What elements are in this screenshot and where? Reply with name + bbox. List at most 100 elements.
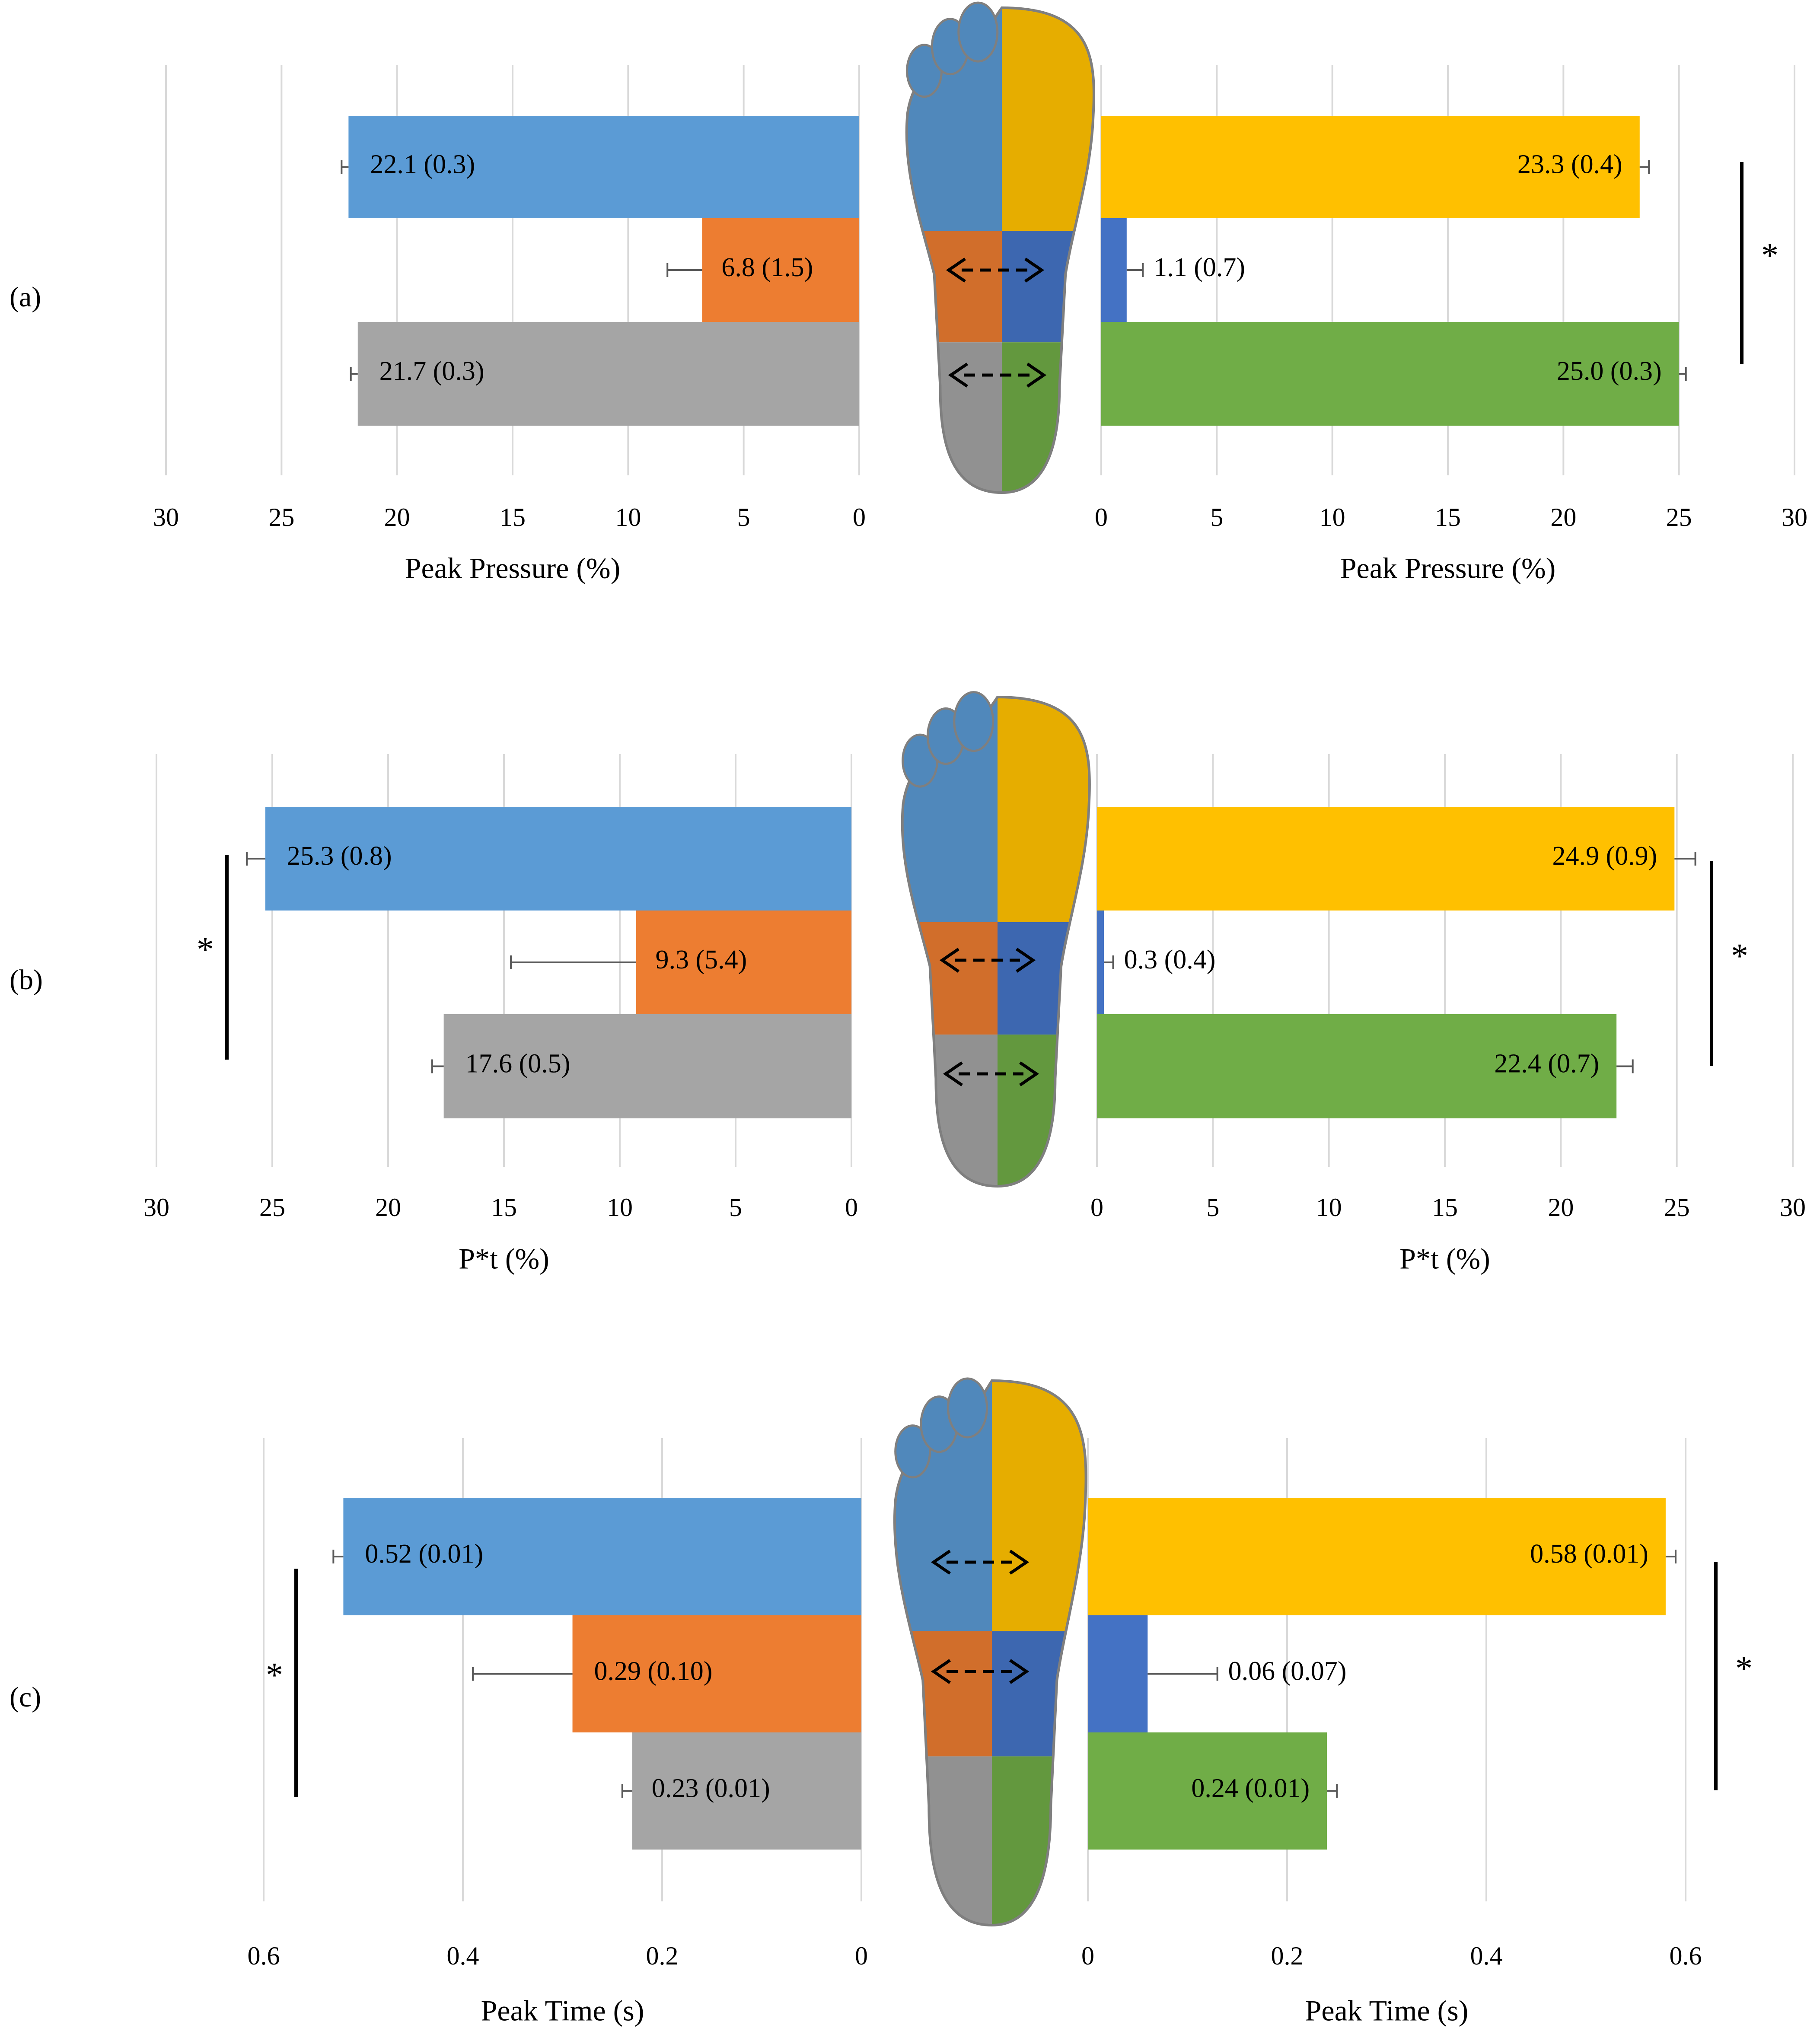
arrow-head-left — [948, 363, 968, 388]
tick-label-a-left-2: 10 — [615, 503, 641, 532]
arrow-head-right — [1019, 1061, 1039, 1086]
tick-label-b-right-0: 0 — [1090, 1193, 1103, 1222]
data-label-c-right-2: 0.24 (0.01) — [1191, 1774, 1310, 1803]
tick-label-a-right-6: 30 — [1782, 503, 1807, 532]
bar-a-left-1 — [702, 218, 859, 322]
bar-b-right-0 — [1097, 807, 1675, 911]
bar-a-right-1 — [1101, 218, 1127, 322]
tick-label-c-left-2: 0.4 — [447, 1942, 479, 1970]
axis-label-a-right: Peak Pressure (%) — [1340, 552, 1556, 585]
bar-b-left-0 — [265, 807, 852, 911]
data-label-b-right-1: 0.3 (0.4) — [1124, 945, 1216, 974]
data-label-a-right-1: 1.1 (0.7) — [1154, 253, 1245, 282]
tick-label-a-left-0: 0 — [853, 503, 866, 532]
tick-label-a-left-4: 20 — [384, 503, 410, 532]
tick-label-b-right-1: 5 — [1206, 1193, 1219, 1222]
error-bar-a-left-1 — [666, 263, 702, 277]
data-label-c-left-1: 0.29 (0.10) — [594, 1657, 713, 1686]
significance-star-a-right: * — [1761, 236, 1779, 274]
arrow-head-right — [1024, 258, 1045, 283]
foot-toe-0 — [894, 1424, 931, 1479]
error-bar-b-right-0 — [1674, 852, 1696, 866]
data-label-c-left-2: 0.23 (0.01) — [652, 1774, 770, 1803]
data-label-a-left-2: 21.7 (0.3) — [379, 357, 484, 386]
error-bar-c-left-1 — [472, 1667, 573, 1681]
data-label-b-left-1: 9.3 (5.4) — [656, 945, 747, 974]
tick-label-b-left-6: 30 — [143, 1193, 169, 1222]
foot-forefoot-lateral — [998, 697, 1090, 922]
foot-outline — [901, 695, 1091, 1188]
data-label-a-right-0: 23.3 (0.4) — [1517, 150, 1622, 179]
error-bar-c-right-1 — [1147, 1667, 1218, 1681]
data-label-b-left-0: 25.3 (0.8) — [287, 841, 392, 871]
bar-a-left-2 — [357, 322, 859, 426]
foot-toe-2 — [953, 691, 994, 752]
data-label-b-right-2: 22.4 (0.7) — [1494, 1049, 1599, 1079]
bar-b-left-1 — [636, 911, 851, 1014]
data-label-b-right-0: 24.9 (0.9) — [1552, 841, 1657, 871]
arrow-head-right — [1016, 948, 1036, 973]
bar-c-right-0 — [1088, 1498, 1666, 1615]
tick-label-a-left-1: 5 — [737, 503, 750, 532]
bar-c-left-0 — [343, 1498, 861, 1615]
error-bar-a-left-0 — [341, 160, 349, 174]
tick-label-c-left-0: 0 — [855, 1942, 868, 1970]
arrow-head-right — [1009, 1550, 1030, 1575]
tick-label-b-left-5: 25 — [259, 1193, 285, 1222]
data-label-b-left-2: 17.6 (0.5) — [465, 1049, 571, 1079]
foot-outline — [905, 6, 1095, 494]
tick-label-c-right-2: 0.4 — [1470, 1942, 1503, 1970]
arrow-head-right — [1009, 1659, 1030, 1684]
tick-label-b-right-5: 25 — [1664, 1193, 1690, 1222]
error-bar-b-right-2 — [1616, 1059, 1634, 1073]
tick-label-b-left-4: 20 — [375, 1193, 401, 1222]
bar-c-left-1 — [572, 1615, 861, 1732]
tick-label-b-left-1: 5 — [729, 1193, 742, 1222]
axis-label-b-right: P*t (%) — [1399, 1242, 1490, 1275]
bar-a-right-0 — [1101, 116, 1640, 218]
error-bar-a-right-2 — [1679, 367, 1687, 381]
data-label-c-right-1: 0.06 (0.07) — [1228, 1657, 1347, 1686]
foot-toe-2 — [947, 1377, 988, 1439]
bar-b-right-1 — [1097, 911, 1104, 1014]
bar-c-right-2 — [1088, 1732, 1327, 1850]
data-label-c-left-0: 0.52 (0.01) — [365, 1539, 483, 1569]
tick-label-b-right-6: 30 — [1780, 1193, 1806, 1222]
error-bar-c-left-2 — [621, 1784, 632, 1798]
error-bar-c-left-0 — [332, 1550, 344, 1563]
axis-label-b-left: P*t (%) — [459, 1242, 549, 1275]
comparison-arrow-icon-c-0 — [931, 1550, 1030, 1575]
significance-star-b-left: * — [197, 930, 214, 968]
tick-label-b-right-3: 15 — [1432, 1193, 1458, 1222]
tick-label-a-right-0: 0 — [1095, 503, 1108, 532]
axis-label-a-left: Peak Pressure (%) — [405, 552, 621, 585]
error-bar-a-left-2 — [350, 367, 358, 381]
error-bar-c-right-2 — [1327, 1784, 1338, 1798]
tick-label-b-right-4: 20 — [1548, 1193, 1574, 1222]
panel-label-c: (c) — [10, 1681, 41, 1713]
tick-label-a-left-6: 30 — [153, 503, 179, 532]
arrow-head-left — [931, 1659, 951, 1684]
bar-b-right-2 — [1097, 1014, 1617, 1118]
tick-label-a-right-5: 25 — [1666, 503, 1692, 532]
significance-star-c-left: * — [266, 1656, 283, 1694]
comparison-arrow-icon-a-0 — [946, 258, 1045, 283]
tick-label-c-right-0: 0 — [1081, 1942, 1094, 1970]
arrow-head-right — [1026, 363, 1047, 388]
foot-forefoot-lateral — [1002, 8, 1094, 231]
tick-label-a-right-4: 20 — [1550, 503, 1576, 532]
error-bar-b-left-1 — [510, 955, 636, 969]
error-bar-b-right-1 — [1104, 955, 1114, 969]
foot-outline — [893, 1379, 1087, 1927]
comparison-arrow-icon-b-1 — [943, 1061, 1039, 1086]
data-label-c-right-0: 0.58 (0.01) — [1530, 1539, 1648, 1569]
bar-a-left-0 — [348, 116, 859, 218]
significance-star-b-right: * — [1731, 937, 1748, 975]
comparison-arrow-icon-b-0 — [939, 948, 1036, 973]
error-bar-b-left-0 — [246, 852, 265, 866]
tick-label-a-right-2: 10 — [1320, 503, 1345, 532]
arrow-head-left — [946, 258, 966, 283]
bar-b-left-2 — [443, 1014, 851, 1118]
